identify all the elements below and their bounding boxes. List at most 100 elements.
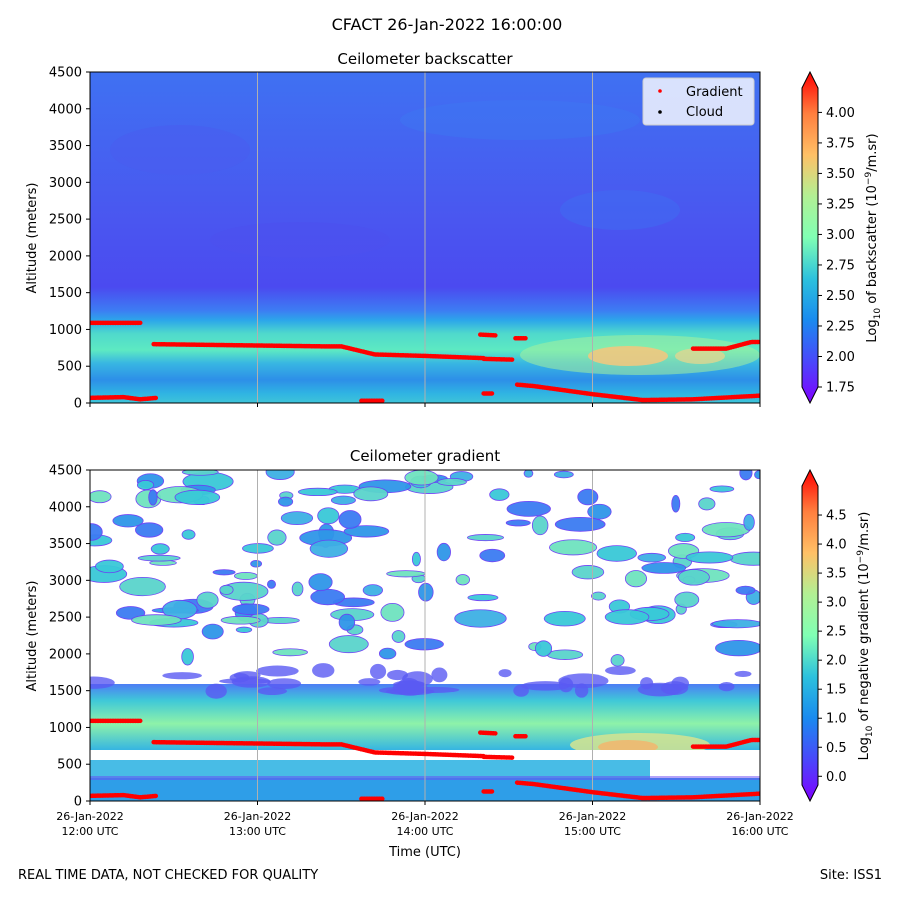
gradient-blob	[404, 470, 439, 486]
gradient-blob	[543, 610, 586, 627]
x-tick-date: 26-Jan-2022	[726, 810, 794, 823]
backscatter-colorbar-bar	[801, 70, 819, 405]
gradient-blob	[455, 574, 470, 586]
colorbar-tick-label: 2.0	[826, 654, 847, 669]
legend: Gradient Cloud	[642, 77, 755, 126]
legend-gradient-marker	[658, 89, 662, 93]
backscatter-y-axis-label: Altitude (meters)	[25, 183, 40, 294]
gradient-colorbar-label: Log10 of negative gradient (10−9/m.sr)	[856, 512, 875, 761]
legend-cloud-label: Cloud	[686, 105, 723, 120]
backscatter-y-ticks: 0 500 1000 1500 2000 2500 3000 3500 4000 4500	[49, 66, 90, 412]
gradient-blob	[362, 584, 383, 597]
gradient-blob	[513, 684, 529, 697]
y-tick-label: 3500	[49, 537, 82, 552]
gradient-blob	[729, 551, 760, 566]
gradient-blob	[431, 667, 448, 683]
gradient-blob	[378, 687, 418, 694]
x-tick-date: 26-Jan-2022	[559, 810, 627, 823]
gradient-blob	[498, 669, 512, 678]
gradient-point-series	[478, 332, 498, 338]
colorbar-tick-label: 4.5	[826, 509, 847, 524]
gradient-blob	[454, 609, 507, 628]
backscatter-colorbar-ticks: 1.75 2.00 2.25 2.50 2.75 3.00 3.25 3.50 3.75 4.00	[818, 106, 855, 396]
backscatter-gridlines	[257, 72, 593, 403]
gradient-blob	[162, 672, 202, 680]
y-tick-label: 2500	[49, 611, 82, 626]
gradient-blob	[674, 591, 700, 608]
y-tick-label: 1000	[49, 323, 82, 338]
gradient-point-series	[478, 730, 498, 736]
gradient-blob	[90, 676, 115, 689]
gradient-blob	[677, 569, 710, 586]
gradient-blob	[531, 515, 549, 536]
gradient-blobs	[90, 470, 760, 699]
gradient-blob	[467, 594, 499, 602]
gradient-blob	[436, 542, 451, 562]
y-tick-label: 3500	[49, 139, 82, 154]
x-tick-time: 15:00 UTC	[564, 825, 621, 838]
y-tick-label: 4500	[49, 66, 82, 81]
x-tick-time: 13:00 UTC	[229, 825, 286, 838]
colorbar-tick-label: 3.25	[826, 197, 855, 212]
x-tick-time: 12:00 UTC	[61, 825, 118, 838]
backscatter-x-ticks	[89, 403, 761, 407]
gradient-blob	[671, 494, 681, 513]
y-tick-label: 500	[57, 360, 82, 375]
gradient-y-axis-label: Altitude (meters)	[25, 581, 40, 692]
colorbar-tick-label: 1.5	[826, 683, 847, 698]
colorbar-tick-label: 2.50	[826, 289, 855, 304]
gradient-blob	[743, 513, 755, 531]
gradient-blob	[135, 522, 164, 538]
gradient-blob	[624, 570, 648, 588]
gradient-blob	[137, 554, 181, 562]
y-tick-label: 1000	[49, 721, 82, 736]
gradient-blob	[181, 470, 219, 476]
colorbar-tick-label: 1.75	[826, 381, 855, 396]
y-tick-label: 0	[74, 795, 82, 810]
y-tick-label: 1500	[49, 286, 82, 301]
y-tick-label: 500	[57, 758, 82, 773]
gradient-blob	[90, 490, 112, 504]
gradient-blob	[265, 470, 295, 480]
gradient-x-ticks: 26-Jan-2022 12:00 UTC 26-Jan-2022 13:00 UTC…	[56, 801, 794, 838]
gradient-blob	[590, 591, 606, 601]
gradient-blob	[437, 477, 467, 486]
gradient-blob	[637, 552, 667, 563]
gradient-blob	[257, 687, 288, 696]
gradient-blob	[549, 539, 598, 556]
gradient-blob	[90, 523, 103, 541]
gradient-blob	[534, 640, 553, 657]
colorbar-tick-label: 0.5	[826, 741, 847, 756]
gradient-blob	[571, 565, 605, 580]
gradient-blob	[234, 571, 258, 580]
gradient-point-series	[514, 780, 760, 801]
gradient-point-series	[690, 339, 760, 351]
gradient-blob	[150, 543, 170, 555]
gradient-blob	[754, 470, 760, 480]
x-tick-time: 16:00 UTC	[731, 825, 788, 838]
gradient-blob	[711, 619, 760, 629]
gradient-blob	[709, 485, 735, 493]
y-tick-label: 3000	[49, 574, 82, 589]
gradient-blob	[174, 489, 221, 505]
y-tick-label: 2500	[49, 213, 82, 228]
gradient-blob	[309, 539, 349, 558]
y-tick-label: 4000	[49, 102, 82, 117]
gradient-point-series	[481, 356, 515, 362]
gradient-blob	[310, 588, 346, 606]
gradient-blob	[220, 615, 261, 625]
x-axis-label: Time (UTC)	[388, 845, 461, 860]
gradient-blob	[131, 614, 182, 626]
gradient-blob	[353, 486, 389, 502]
x-tick-time: 14:00 UTC	[396, 825, 453, 838]
colorbar-tick-label: 2.5	[826, 625, 847, 640]
gradient-point-series	[151, 341, 486, 361]
gradient-title: Ceilometer gradient	[350, 447, 500, 465]
gradient-blob	[330, 495, 356, 505]
colorbar-tick-label: 4.0	[826, 538, 847, 553]
gradient-blob	[411, 551, 421, 567]
y-tick-label: 4500	[49, 464, 82, 479]
gradient-blob	[115, 606, 146, 620]
y-tick-label: 3000	[49, 176, 82, 191]
